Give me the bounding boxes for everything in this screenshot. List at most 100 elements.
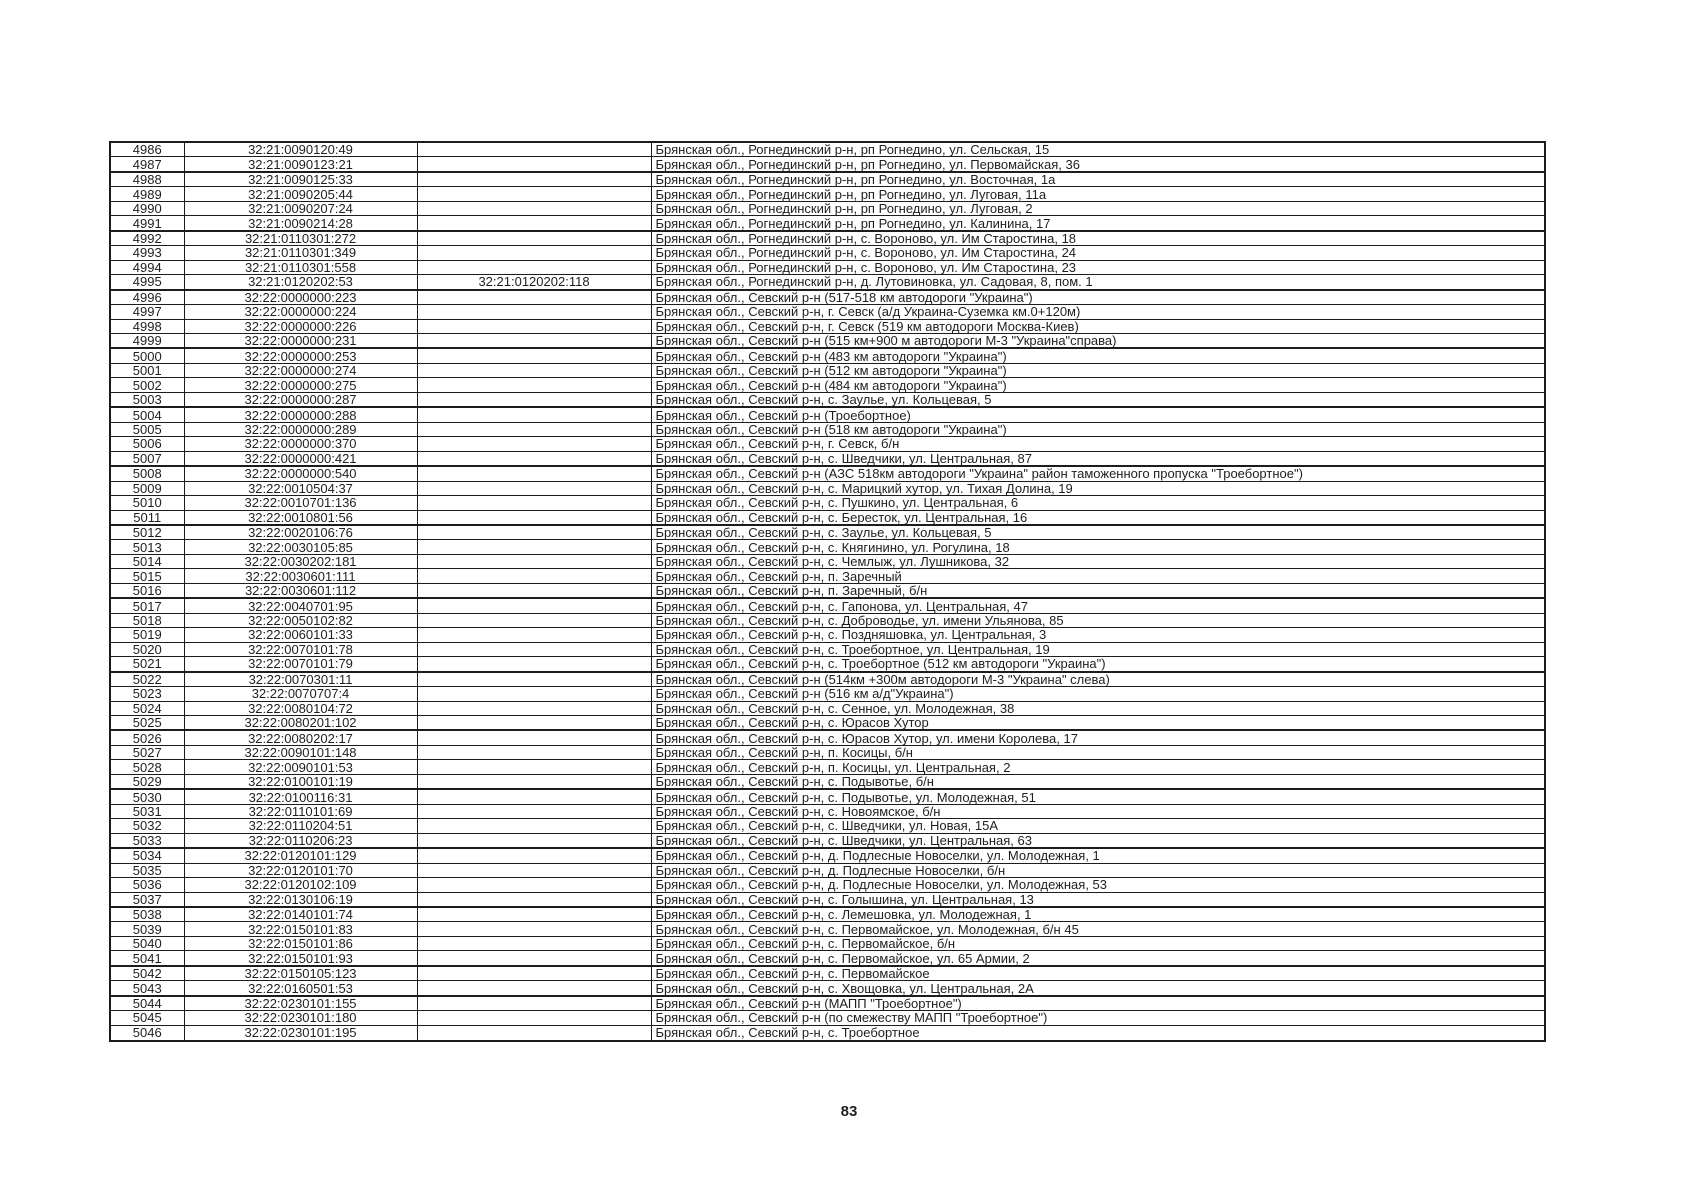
- address-cell: Брянская обл., Севский р-н, с. Троебортн…: [650, 1024, 1546, 1042]
- secondary-cadastral-number-cell: [416, 553, 652, 570]
- secondary-cadastral-number-cell: [416, 847, 652, 864]
- cadastral-number-cell: 32:22:0090101:53: [183, 759, 418, 775]
- cadastral-number-cell: 32:22:0000000:287: [183, 391, 418, 409]
- secondary-cadastral-number-cell: [416, 714, 652, 732]
- row-number-cell: 5008: [109, 465, 185, 482]
- cadastral-number-cell: 32:22:0110101:69: [183, 803, 418, 820]
- cadastral-number-cell: 32:21:0090123:21: [183, 156, 418, 173]
- cadastral-number-cell: 32:22:0120102:109: [183, 877, 418, 893]
- secondary-cadastral-number-cell: [416, 656, 652, 673]
- address-cell: Брянская обл., Рогнединский р-н, рп Рогн…: [650, 156, 1546, 173]
- secondary-cadastral-number-cell: [416, 215, 652, 232]
- row-number-cell: 5017: [109, 597, 185, 614]
- cadastral-number-cell: 32:22:0070301:11: [183, 671, 418, 688]
- address-cell: Брянская обл., Севский р-н (516 км а/д"У…: [650, 686, 1546, 702]
- address-cell: Брянская обл., Севский р-н, с. Юрасов Ху…: [650, 729, 1546, 746]
- table-row: 5024 32:22:0080104:72 Брянская обл., Севск…: [109, 700, 1546, 716]
- cadastral-number-cell: 32:22:0150101:93: [183, 950, 418, 967]
- row-number-cell: 5029: [109, 773, 185, 791]
- cadastral-number-cell: 32:22:0120101:70: [183, 862, 418, 879]
- row-number-cell: 5032: [109, 818, 185, 834]
- table-row: 5042 32:22:0150105:123 Брянская обл., Севс…: [109, 965, 1546, 982]
- cadastral-number-cell: 32:22:0150101:83: [183, 921, 418, 937]
- table-row: 5004 32:22:0000000:288 Брянская обл., Севс…: [109, 406, 1546, 423]
- row-number-cell: 5005: [109, 421, 185, 438]
- address-cell: Брянская обл., Севский р-н, д. Подлесные…: [650, 847, 1546, 864]
- table-row: 5040 32:22:0150101:86 Брянская обл., Севск…: [109, 935, 1546, 952]
- table-row: 5011 32:22:0010801:56 Брянская обл., Севск…: [109, 509, 1546, 526]
- table-row: 5008 32:22:0000000:540 Брянская обл., Севс…: [109, 465, 1546, 482]
- address-cell: Брянская обл., Севский р-н, п. Заречный,…: [650, 582, 1546, 600]
- table-row: 4986 32:21:0090120:49 Брянская обл., Рогне…: [109, 141, 1546, 158]
- address-cell: Брянская обл., Севский р-н (по смежеству…: [650, 1010, 1546, 1026]
- secondary-cadastral-number-cell: [416, 539, 652, 555]
- address-cell: Брянская обл., Севский р-н, с. Подывотье…: [650, 788, 1546, 805]
- cadastral-number-cell: 32:21:0090120:49: [183, 141, 418, 158]
- cadastral-number-cell: 32:22:0000000:226: [183, 318, 418, 335]
- secondary-cadastral-number-cell: [416, 509, 652, 526]
- secondary-cadastral-number-cell: [416, 450, 652, 468]
- secondary-cadastral-number-cell: [416, 421, 652, 438]
- row-number-cell: 5035: [109, 862, 185, 879]
- row-number-cell: 5007: [109, 450, 185, 468]
- secondary-cadastral-number-cell: [416, 935, 652, 952]
- row-number-cell: 5010: [109, 495, 185, 511]
- row-number-cell: 5009: [109, 480, 185, 497]
- table-row: 5037 32:22:0130106:19 Брянская обл., Севск…: [109, 891, 1546, 908]
- table-row: 5000 32:22:0000000:253 Брянская обл., Севс…: [109, 347, 1546, 364]
- cadastral-number-cell: 32:22:0080201:102: [183, 714, 418, 732]
- address-cell: Брянская обл., Севский р-н, п. Косицы, у…: [650, 759, 1546, 775]
- table-row: 5022 32:22:0070301:11 Брянская обл., Севск…: [109, 671, 1546, 688]
- table-row: 5021 32:22:0070101:79 Брянская обл., Севск…: [109, 656, 1546, 673]
- row-number-cell: 5019: [109, 627, 185, 643]
- row-number-cell: 5024: [109, 700, 185, 716]
- row-number-cell: 5034: [109, 847, 185, 864]
- cadastral-number-cell: 32:22:0030601:111: [183, 568, 418, 584]
- address-cell: Брянская обл., Севский р-н, с. Гапонова,…: [650, 597, 1546, 614]
- secondary-cadastral-number-cell: [416, 891, 652, 908]
- row-number-cell: 5002: [109, 377, 185, 393]
- cadastral-number-cell: 32:22:0000000:421: [183, 450, 418, 468]
- address-cell: Брянская обл., Севский р-н (483 км автод…: [650, 347, 1546, 364]
- row-number-cell: 5027: [109, 744, 185, 761]
- row-number-cell: 5016: [109, 582, 185, 600]
- cadastral-number-cell: 32:22:0230101:180: [183, 1010, 418, 1026]
- table-row: 5030 32:22:0100116:31 Брянская обл., Севск…: [109, 788, 1546, 805]
- secondary-cadastral-number-cell: [416, 200, 652, 217]
- cadastral-number-cell: 32:22:0010701:136: [183, 495, 418, 511]
- row-number-cell: 4996: [109, 289, 185, 306]
- cadastral-number-cell: 32:21:0110301:558: [183, 259, 418, 276]
- table-row: 5018 32:22:0050102:82 Брянская обл., Севск…: [109, 612, 1546, 629]
- table-row: 5016 32:22:0030601:112 Брянская обл., Севс…: [109, 582, 1546, 600]
- secondary-cadastral-number-cell: [416, 347, 652, 364]
- address-cell: Брянская обл., Севский р-н, с. Сенное, у…: [650, 700, 1546, 716]
- table-row: 5036 32:22:0120102:109 Брянская обл., Севс…: [109, 877, 1546, 893]
- table-row: 5013 32:22:0030105:85 Брянская обл., Севск…: [109, 539, 1546, 555]
- secondary-cadastral-number-cell: [416, 641, 652, 658]
- address-cell: Брянская обл., Рогнединский р-н, рп Рогн…: [650, 186, 1546, 202]
- secondary-cadastral-number-cell: [416, 289, 652, 306]
- cadastral-number-cell: 32:22:0000000:223: [183, 289, 418, 306]
- cadastral-number-cell: 32:22:0000000:288: [183, 406, 418, 423]
- secondary-cadastral-number-cell: [416, 465, 652, 482]
- address-cell: Брянская обл., Севский р-н, д. Подлесные…: [650, 862, 1546, 879]
- cadastral-number-cell: 32:21:0110301:349: [183, 245, 418, 261]
- cadastral-number-cell: 32:22:0090101:148: [183, 744, 418, 761]
- cadastral-number-cell: 32:22:0230101:155: [183, 995, 418, 1012]
- secondary-cadastral-number-cell: [416, 980, 652, 997]
- cadastral-number-cell: 32:22:0120101:129: [183, 847, 418, 864]
- address-cell: Брянская обл., Севский р-н, п. Косицы, б…: [650, 744, 1546, 761]
- table-row: 4995 32:21:0120202:53 32:21:0120202:118 Бря…: [109, 274, 1546, 291]
- cadastral-number-cell: 32:21:0120202:53: [183, 274, 418, 291]
- table-row: 5026 32:22:0080202:17 Брянская обл., Севск…: [109, 729, 1546, 746]
- row-number-cell: 5026: [109, 729, 185, 746]
- address-cell: Брянская обл., Севский р-н, п. Заречный: [650, 568, 1546, 584]
- address-cell: Брянская обл., Севский р-н, с. Марицкий …: [650, 480, 1546, 497]
- address-cell: Брянская обл., Севский р-н, с. Шведчики,…: [650, 818, 1546, 834]
- row-number-cell: 5039: [109, 921, 185, 937]
- row-number-cell: 5015: [109, 568, 185, 584]
- secondary-cadastral-number-cell: [416, 436, 652, 452]
- secondary-cadastral-number-cell: [416, 171, 652, 188]
- row-number-cell: 5045: [109, 1010, 185, 1026]
